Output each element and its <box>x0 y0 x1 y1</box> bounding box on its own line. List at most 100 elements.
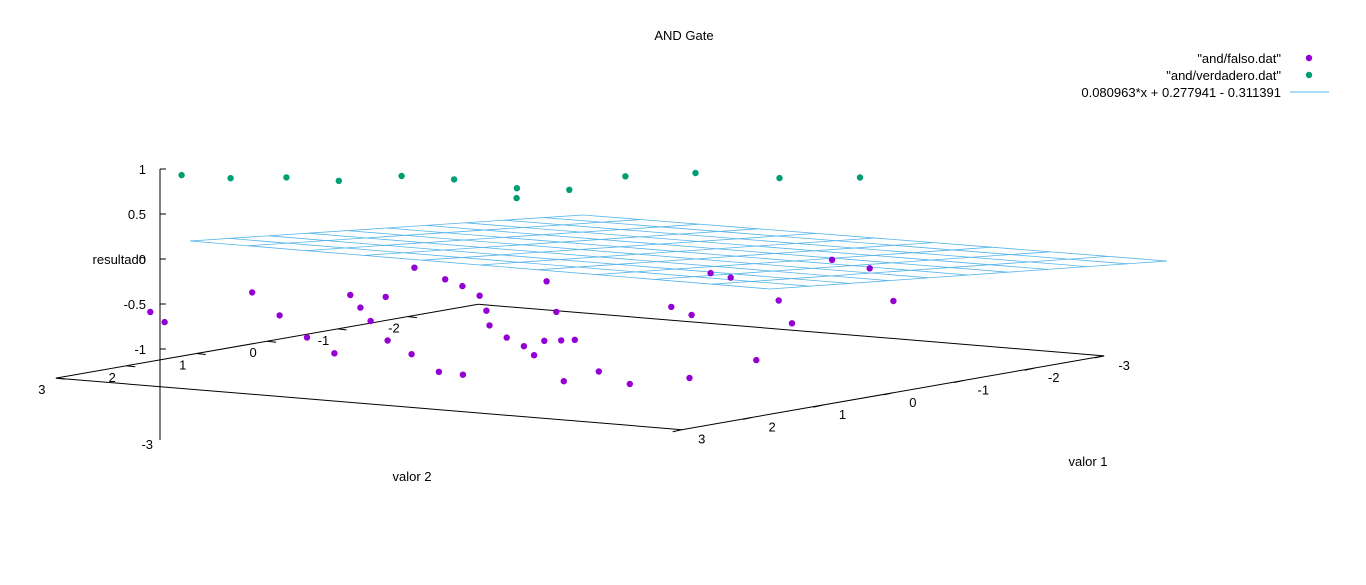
surface-grid-line <box>386 227 969 276</box>
point-falso <box>788 320 796 327</box>
x-tick-mark <box>742 416 753 420</box>
x-tick-mark <box>954 380 964 383</box>
point-falso <box>476 292 483 299</box>
x-tick-mark <box>1094 355 1105 359</box>
surface-grid-line <box>425 225 1009 273</box>
point-verdadero <box>283 174 290 181</box>
surface-grid-line <box>582 214 1168 262</box>
x-tick-label: -1 <box>978 383 990 398</box>
point-falso <box>595 368 602 375</box>
y-tick-label: 0 <box>249 345 256 360</box>
y-tick-mark <box>337 328 347 331</box>
x-tick-label: 1 <box>839 407 846 422</box>
point-falso <box>727 274 734 281</box>
point-falso <box>367 317 374 325</box>
legend: "and/falso.dat" "and/verdadero.dat" 0.08… <box>1081 51 1329 100</box>
surface-grid-line <box>653 251 1051 280</box>
point-falso <box>688 311 695 319</box>
point-falso <box>553 308 560 316</box>
point-falso <box>571 336 578 343</box>
axis-labels: 1 0.5 0 -0.5 -1 -3 resultado -2 -1 0 1 2 3 valor 2 3 2… <box>38 162 1130 484</box>
point-verdadero <box>398 172 405 180</box>
y-tick-mark <box>196 353 206 355</box>
surface-grid-line <box>595 246 992 275</box>
point-verdadero <box>513 194 520 202</box>
point-falso <box>890 297 897 305</box>
point-verdadero <box>856 174 864 181</box>
point-falso <box>866 265 873 272</box>
z-base-label: -3 <box>141 437 153 452</box>
y-tick-label: -2 <box>388 321 400 336</box>
axis-line-valor2-back <box>478 303 1105 357</box>
point-falso <box>828 256 836 263</box>
point-falso <box>530 352 538 359</box>
legend-label-falso: "and/falso.dat" <box>1197 51 1281 66</box>
surface-grid-line <box>537 242 934 271</box>
legend-label-surface: 0.080963*x + 0.277941 - 0.311391 <box>1081 85 1281 100</box>
point-falso <box>276 312 283 319</box>
y-tick-label: 1 <box>179 358 186 373</box>
point-falso <box>668 303 675 311</box>
point-falso <box>558 337 565 344</box>
x-tick-mark <box>813 404 823 408</box>
point-falso <box>775 297 782 304</box>
x-tick-label: 3 <box>698 432 705 447</box>
point-falso <box>357 304 364 311</box>
point-verdadero <box>622 173 629 180</box>
point-falso <box>520 343 528 350</box>
fit-surface <box>189 214 1168 290</box>
point-falso <box>483 307 490 314</box>
y-tick-mark <box>126 365 136 368</box>
z-tick-label: -1 <box>134 342 146 357</box>
x-tick-mark <box>883 392 894 396</box>
z-tick-label: 1 <box>139 162 146 177</box>
z-tick-label: -0.5 <box>124 297 146 312</box>
point-falso <box>459 282 466 290</box>
surface-grid-line <box>769 260 1168 290</box>
legend-label-verdadero: "and/verdadero.dat" <box>1166 68 1281 83</box>
ylabel: valor 2 <box>392 469 431 484</box>
legend-marker-verdadero <box>1305 71 1313 79</box>
point-falso <box>543 278 550 285</box>
x-tick-label: 0 <box>909 395 916 410</box>
y-tick-label: 2 <box>109 370 116 385</box>
x-tick-mark <box>1024 367 1034 371</box>
point-falso <box>560 378 567 385</box>
point-verdadero <box>566 186 573 193</box>
point-falso <box>442 276 449 283</box>
surface-grid-line <box>504 219 1088 267</box>
point-falso <box>503 334 510 341</box>
point-falso <box>486 322 493 329</box>
point-falso <box>161 318 168 326</box>
point-falso <box>147 308 154 316</box>
z-tick-label: 0.5 <box>128 207 146 222</box>
point-falso <box>753 356 760 364</box>
z-tick-label: 0 <box>139 252 146 267</box>
point-verdadero <box>335 177 342 184</box>
point-falso <box>707 269 714 277</box>
point-verdadero <box>776 174 783 182</box>
x-tick-label: -2 <box>1048 370 1060 385</box>
point-falso <box>384 337 391 344</box>
data-points <box>147 169 897 388</box>
point-falso <box>541 337 548 344</box>
surface-grid-line <box>543 217 1128 265</box>
point-verdadero <box>178 171 185 179</box>
y-tick-mark <box>55 377 65 380</box>
point-verdadero <box>513 185 521 192</box>
xlabel: valor 1 <box>1068 454 1107 469</box>
y-tick-mark <box>407 316 417 319</box>
point-falso <box>382 293 389 301</box>
point-falso <box>249 289 256 296</box>
x-tick-mark <box>672 429 682 433</box>
point-falso <box>686 374 693 382</box>
point-verdadero <box>227 175 234 182</box>
point-falso <box>435 368 443 375</box>
y-tick-label: -1 <box>318 333 330 348</box>
y-tick-mark <box>267 340 277 343</box>
x-tick-label: -3 <box>1118 358 1130 373</box>
zlabel: resultado <box>93 252 146 267</box>
point-falso <box>347 291 354 299</box>
chart-title: AND Gate <box>654 28 713 43</box>
